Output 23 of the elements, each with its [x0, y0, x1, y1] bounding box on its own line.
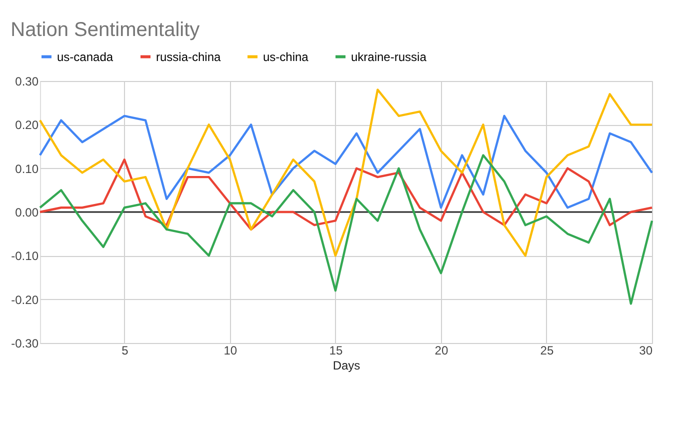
chart-title: Nation Sentimentality — [10, 19, 200, 41]
x-tick-label: 30 — [639, 344, 653, 358]
legend-label: ukraine-russia — [351, 50, 427, 64]
legend-label: us-canada — [57, 50, 114, 64]
y-tick-label: 0.00 — [15, 206, 39, 220]
x-tick-label: 10 — [224, 344, 238, 358]
y-tick-label: 0.20 — [15, 118, 39, 132]
line-series — [38, 158, 654, 231]
y-tick-label: -0.20 — [11, 292, 39, 307]
x-axis-title: Days — [332, 358, 360, 372]
y-tick-label: -0.10 — [11, 249, 39, 264]
line-series — [38, 88, 654, 257]
x-tick-label: 5 — [122, 344, 129, 358]
y-tick-label: -0.30 — [11, 336, 39, 350]
line-series — [38, 114, 654, 209]
x-tick-label: 15 — [329, 344, 343, 358]
x-tick-label: 25 — [540, 344, 554, 358]
y-tick-label: 0.10 — [15, 162, 39, 176]
line-series — [38, 154, 654, 305]
y-tick-label: 0.30 — [15, 74, 39, 88]
legend-label: us-china — [263, 50, 309, 64]
legend-label: russia-china — [156, 50, 222, 64]
x-tick-label: 20 — [434, 344, 448, 358]
